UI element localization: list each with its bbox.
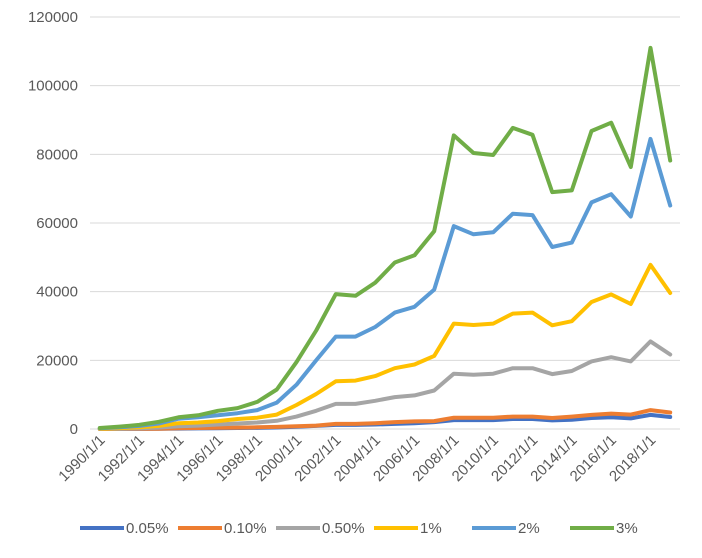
y-tick-label: 100000 xyxy=(28,78,78,95)
y-tick-label: 20000 xyxy=(36,352,78,369)
legend-label: 0.10% xyxy=(224,520,267,537)
series-line-0-10- xyxy=(97,408,673,431)
legend-label: 2% xyxy=(518,520,540,537)
series-lines xyxy=(97,45,673,431)
series-line-3- xyxy=(97,45,673,430)
legend-label: 0.50% xyxy=(322,520,365,537)
x-axis: 1990/1/11992/1/11994/1/11996/1/11998/1/1… xyxy=(55,428,680,485)
y-tick-label: 40000 xyxy=(36,284,78,301)
series-line-2- xyxy=(97,136,673,431)
legend-label: 1% xyxy=(420,520,442,537)
legend-label: 3% xyxy=(616,520,638,537)
y-tick-label: 80000 xyxy=(36,146,78,163)
legend: 0.05% 0.10% 0.50% 1% 2% 3% xyxy=(80,520,638,537)
gridlines xyxy=(90,16,680,361)
y-tick-label: 60000 xyxy=(36,215,78,232)
series-line-1- xyxy=(97,262,673,431)
y-axis: 0 20000 40000 60000 80000 100000 120000 xyxy=(28,9,78,438)
series-line-0-50- xyxy=(97,339,673,431)
y-tick-label: 0 xyxy=(70,421,78,438)
legend-label: 0.05% xyxy=(126,520,169,537)
y-tick-label: 120000 xyxy=(28,9,78,26)
